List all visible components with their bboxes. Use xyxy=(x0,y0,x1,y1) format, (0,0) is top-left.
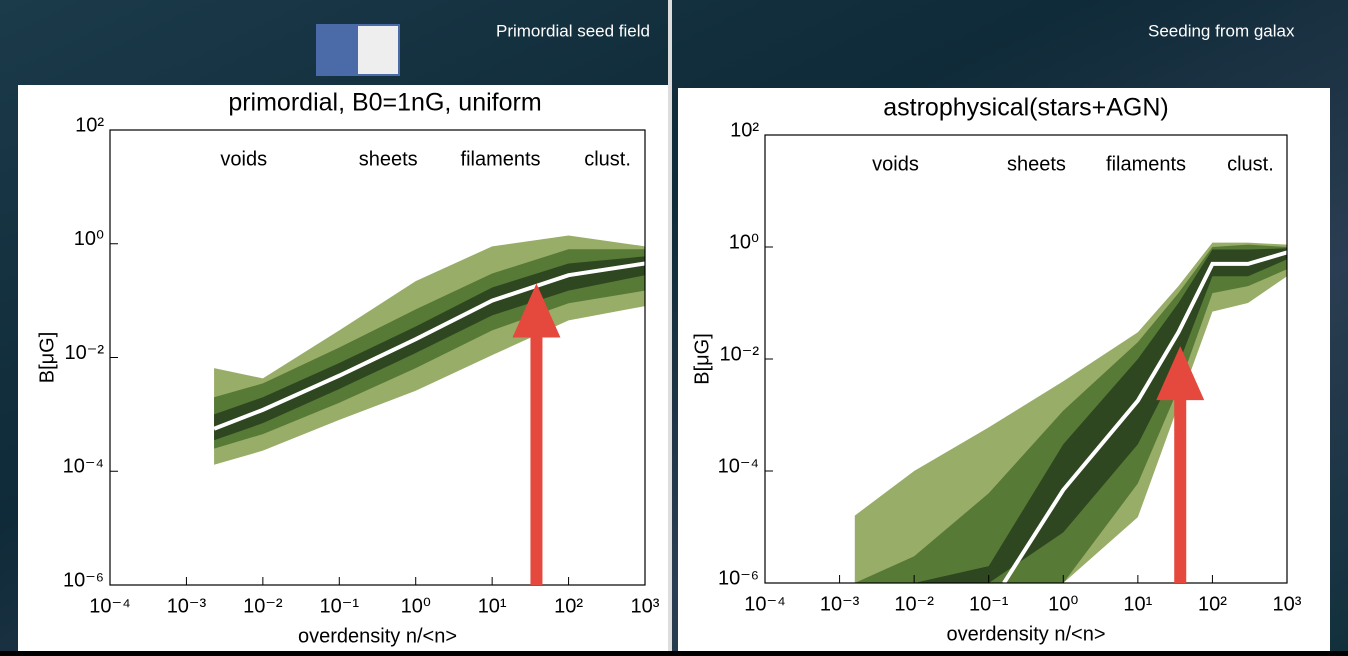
x-tick-label: 10³ xyxy=(1273,593,1302,615)
x-tick-label: 10¹ xyxy=(1123,593,1152,615)
page: Primordial seed field Seeding from galax… xyxy=(0,0,1348,651)
region-label: filaments xyxy=(1106,153,1186,175)
arrow-shaft xyxy=(530,318,542,585)
y-axis-label: B[μG] xyxy=(36,332,58,384)
region-label: clust. xyxy=(584,148,631,170)
thumbnail-plot xyxy=(358,26,398,74)
x-tick-label: 10⁻³ xyxy=(167,595,207,617)
y-tick-label: 10⁻² xyxy=(720,343,760,365)
x-tick-label: 10⁻¹ xyxy=(320,595,360,617)
x-tick-label: 10⁻⁴ xyxy=(89,595,130,617)
x-axis-label: overdensity n/<n> xyxy=(298,625,457,647)
y-tick-label: 10⁻⁶ xyxy=(63,569,104,591)
y-tick-label: 10⁻⁴ xyxy=(718,455,759,477)
y-tick-label: 10⁻⁴ xyxy=(63,456,104,478)
y-tick-label: 10⁰ xyxy=(74,228,104,250)
arrow-shaft xyxy=(1174,380,1186,583)
y-tick-label: 10⁻² xyxy=(65,342,105,364)
divider xyxy=(668,0,672,651)
region-label: sheets xyxy=(359,148,418,170)
y-tick-label: 10² xyxy=(730,119,759,141)
y-tick-label: 10⁻⁶ xyxy=(718,567,759,589)
x-tick-label: 10⁻² xyxy=(894,593,934,615)
y-tick-label: 10⁰ xyxy=(729,231,759,253)
y-axis-label: B[μG] xyxy=(691,333,713,385)
region-label: sheets xyxy=(1007,153,1066,175)
x-tick-label: 10⁰ xyxy=(401,595,431,617)
x-tick-label: 10⁻³ xyxy=(820,593,860,615)
slide: Primordial seed field Seeding from galax… xyxy=(0,0,1348,651)
x-tick-label: 10⁻² xyxy=(243,595,283,617)
header-right: Seeding from galax xyxy=(1148,21,1295,40)
x-tick-label: 10² xyxy=(554,595,583,617)
x-tick-label: 10⁰ xyxy=(1048,593,1078,615)
header-left: Primordial seed field xyxy=(496,21,650,40)
x-axis-label: overdensity n/<n> xyxy=(947,623,1106,645)
x-tick-label: 10³ xyxy=(631,595,660,617)
chart-title: primordial, B0=1nG, uniform xyxy=(228,89,541,117)
x-tick-label: 10¹ xyxy=(478,595,507,617)
x-tick-label: 10⁻⁴ xyxy=(744,593,785,615)
region-label: filaments xyxy=(461,148,541,170)
region-label: voids xyxy=(220,148,267,170)
x-tick-label: 10⁻¹ xyxy=(969,593,1009,615)
region-label: voids xyxy=(872,153,919,175)
y-tick-label: 10² xyxy=(75,114,104,136)
chart-title: astrophysical(stars+AGN) xyxy=(883,94,1169,122)
region-label: clust. xyxy=(1227,153,1274,175)
x-tick-label: 10² xyxy=(1198,593,1227,615)
